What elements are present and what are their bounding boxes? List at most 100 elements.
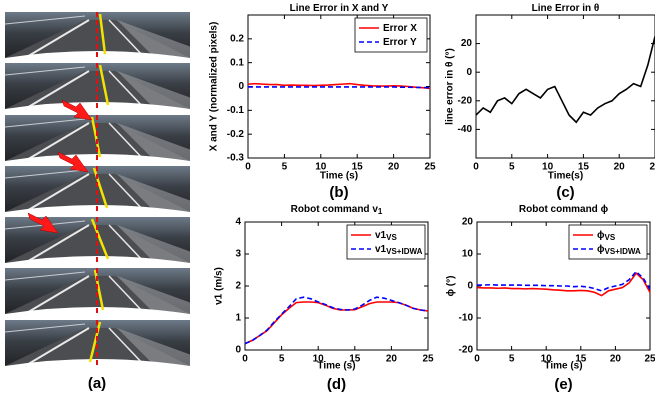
x-tick-label: 10	[313, 354, 325, 365]
legend-box	[346, 224, 426, 260]
detected-line	[88, 321, 102, 363]
panel-label: (c)	[556, 184, 574, 201]
x-tick-label: 15	[352, 162, 364, 173]
fence	[4, 118, 86, 128]
lane-line	[24, 70, 90, 110]
x-tick-label: 25	[644, 354, 655, 365]
panel-label: (b)	[329, 184, 348, 201]
lane-line	[108, 19, 146, 59]
lane-line	[24, 275, 90, 315]
y-tick-label: -40	[458, 124, 473, 135]
chart-title: Line Error in θ	[532, 3, 600, 14]
curb-right	[117, 328, 190, 366]
subscript: VS+IDWA	[605, 247, 641, 256]
subscript: 1	[378, 207, 383, 216]
y-tick-label: 20	[461, 38, 473, 49]
lane-line	[108, 327, 146, 367]
fence	[4, 271, 86, 281]
x-tick-label: 5	[279, 354, 285, 365]
lane-line	[24, 122, 90, 162]
arrow	[27, 212, 59, 234]
x-tick-label: 5	[282, 162, 288, 173]
legend-name: v1	[375, 244, 387, 255]
x-tick-label: 5	[509, 162, 515, 173]
legend-label: v1VS	[375, 230, 397, 242]
x-tick-label: 20	[610, 354, 622, 365]
legend-name: Error Y	[383, 37, 417, 48]
lane-line	[108, 122, 146, 162]
chart: 0 5 10 15 20 25 -20 -10 0 10 20 Robot command ϕ Time…	[446, 204, 655, 393]
fence	[4, 323, 86, 333]
x-tick-label: 10	[541, 354, 553, 365]
fence	[4, 169, 86, 179]
y-tick-label: -20	[458, 95, 473, 106]
subscript: VS	[386, 233, 397, 242]
data-line	[248, 86, 431, 89]
lane-line	[108, 224, 146, 264]
lane-line	[24, 327, 90, 367]
y-tick-label: 1	[235, 313, 241, 324]
x-tick-label: 20	[386, 354, 398, 365]
y-tick-label: 10	[462, 249, 474, 260]
title-text: Line Error in X and Y	[290, 3, 389, 14]
x-axis-label: Time (s)	[320, 171, 358, 182]
x-tick-label: 25	[649, 162, 655, 173]
data-line	[244, 296, 429, 345]
y-axis-label: v1 (m/s)	[214, 267, 225, 305]
legend-label: ϕVS	[597, 230, 616, 242]
x-axis-label: Time(s)	[548, 171, 583, 182]
x-tick-label: 10	[542, 162, 554, 173]
y-tick-label: 2	[235, 281, 241, 292]
y-tick-label: 0	[466, 67, 472, 78]
detected-line	[98, 64, 110, 106]
plot-area	[475, 14, 655, 159]
legend-name: ϕ	[597, 230, 605, 241]
chart-title: Robot command ϕ	[519, 204, 609, 215]
x-tick-label: 15	[349, 354, 361, 365]
lane-line	[24, 224, 90, 264]
legend-label: Error X	[383, 23, 417, 34]
detected-line	[90, 116, 102, 158]
fence	[4, 15, 86, 25]
chart: 0 5 10 15 20 25 -0.3 -0.2 -0.1 0 0.1 0.2 Line Error …	[209, 3, 436, 201]
chart-title: Robot command v1	[291, 204, 383, 216]
legend-name: v1	[375, 230, 387, 241]
data-line	[476, 271, 651, 297]
x-tick-label: 0	[473, 162, 479, 173]
y-axis-label: X and Y (normalized pixels)	[209, 22, 220, 152]
x-axis-label: Time (s)	[317, 361, 355, 372]
panel-label: (a)	[88, 375, 106, 392]
y-tick-label: 3	[235, 249, 241, 260]
y-tick-label: -0.3	[227, 153, 245, 164]
legend-label: Error Y	[383, 37, 417, 48]
y-tick-label: 0	[238, 81, 244, 92]
x-tick-label: 15	[575, 354, 587, 365]
x-axis-label: Time (s)	[544, 361, 582, 372]
fence	[4, 66, 86, 76]
image-column	[4, 12, 190, 367]
y-tick-label: 0.1	[230, 57, 244, 68]
curb-right	[117, 71, 190, 109]
y-tick-label: 4	[235, 217, 241, 228]
x-tick-label: 20	[614, 162, 626, 173]
legend-box	[568, 224, 648, 260]
road-image	[4, 12, 190, 59]
y-tick-label: 0	[235, 345, 241, 356]
road-image	[4, 320, 190, 367]
y-tick-label: -20	[459, 345, 474, 356]
x-tick-label: 10	[315, 162, 327, 173]
x-tick-label: 0	[245, 162, 251, 173]
road-image	[4, 151, 190, 213]
road-image	[4, 63, 190, 110]
lane-line	[108, 173, 146, 213]
road-image	[4, 212, 190, 264]
legend-name: ϕ	[597, 244, 605, 255]
y-tick-label: -10	[459, 313, 474, 324]
subscript: VS+IDWA	[386, 247, 422, 256]
detected-line	[90, 218, 110, 260]
x-tick-label: 25	[424, 162, 436, 173]
title-text: Robot command v	[291, 204, 379, 215]
chart: 0 5 10 15 20 25 -40 -20 0 20 Line Error in θ Time(s…	[445, 3, 655, 201]
